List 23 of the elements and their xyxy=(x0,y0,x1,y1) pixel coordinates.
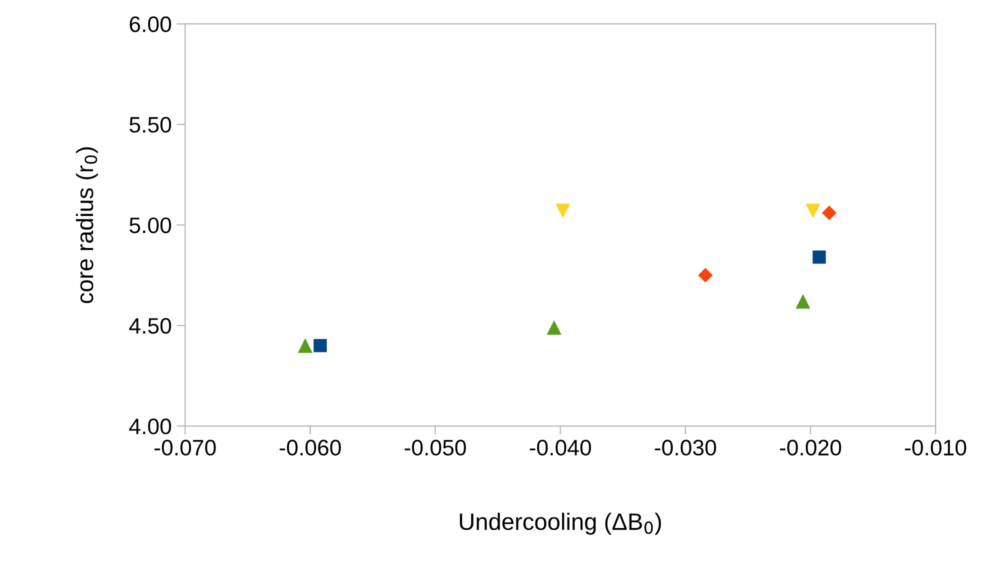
point xyxy=(822,206,837,220)
x-tick-label: -0.010 xyxy=(905,440,966,456)
x-tick-label: -0.060 xyxy=(280,440,341,456)
y-tick-label: 5.00 xyxy=(130,217,172,234)
x-tick-label: -0.070 xyxy=(154,440,216,456)
point xyxy=(546,320,562,335)
point xyxy=(698,268,713,282)
point xyxy=(314,339,327,352)
y-tick-label: 4.00 xyxy=(129,418,172,434)
x-tick-label: -0.020 xyxy=(780,440,842,456)
point xyxy=(812,250,826,264)
x-tick-label: -0.050 xyxy=(404,440,466,456)
y-tick-label: 5.50 xyxy=(130,116,172,133)
y-tick-label: 6.00 xyxy=(130,16,172,32)
y-tick-label: 4.50 xyxy=(129,318,172,334)
point xyxy=(298,338,312,353)
x-axis-title: Undercooling (ΔB$_{0}$) xyxy=(460,512,661,535)
x-tick-label: -0.030 xyxy=(654,440,716,456)
point xyxy=(556,204,570,218)
x-tick-label: -0.040 xyxy=(530,440,591,456)
point xyxy=(806,204,820,218)
point xyxy=(796,294,810,309)
y-axis-title: core radius (r$_{0}$) xyxy=(76,147,98,304)
